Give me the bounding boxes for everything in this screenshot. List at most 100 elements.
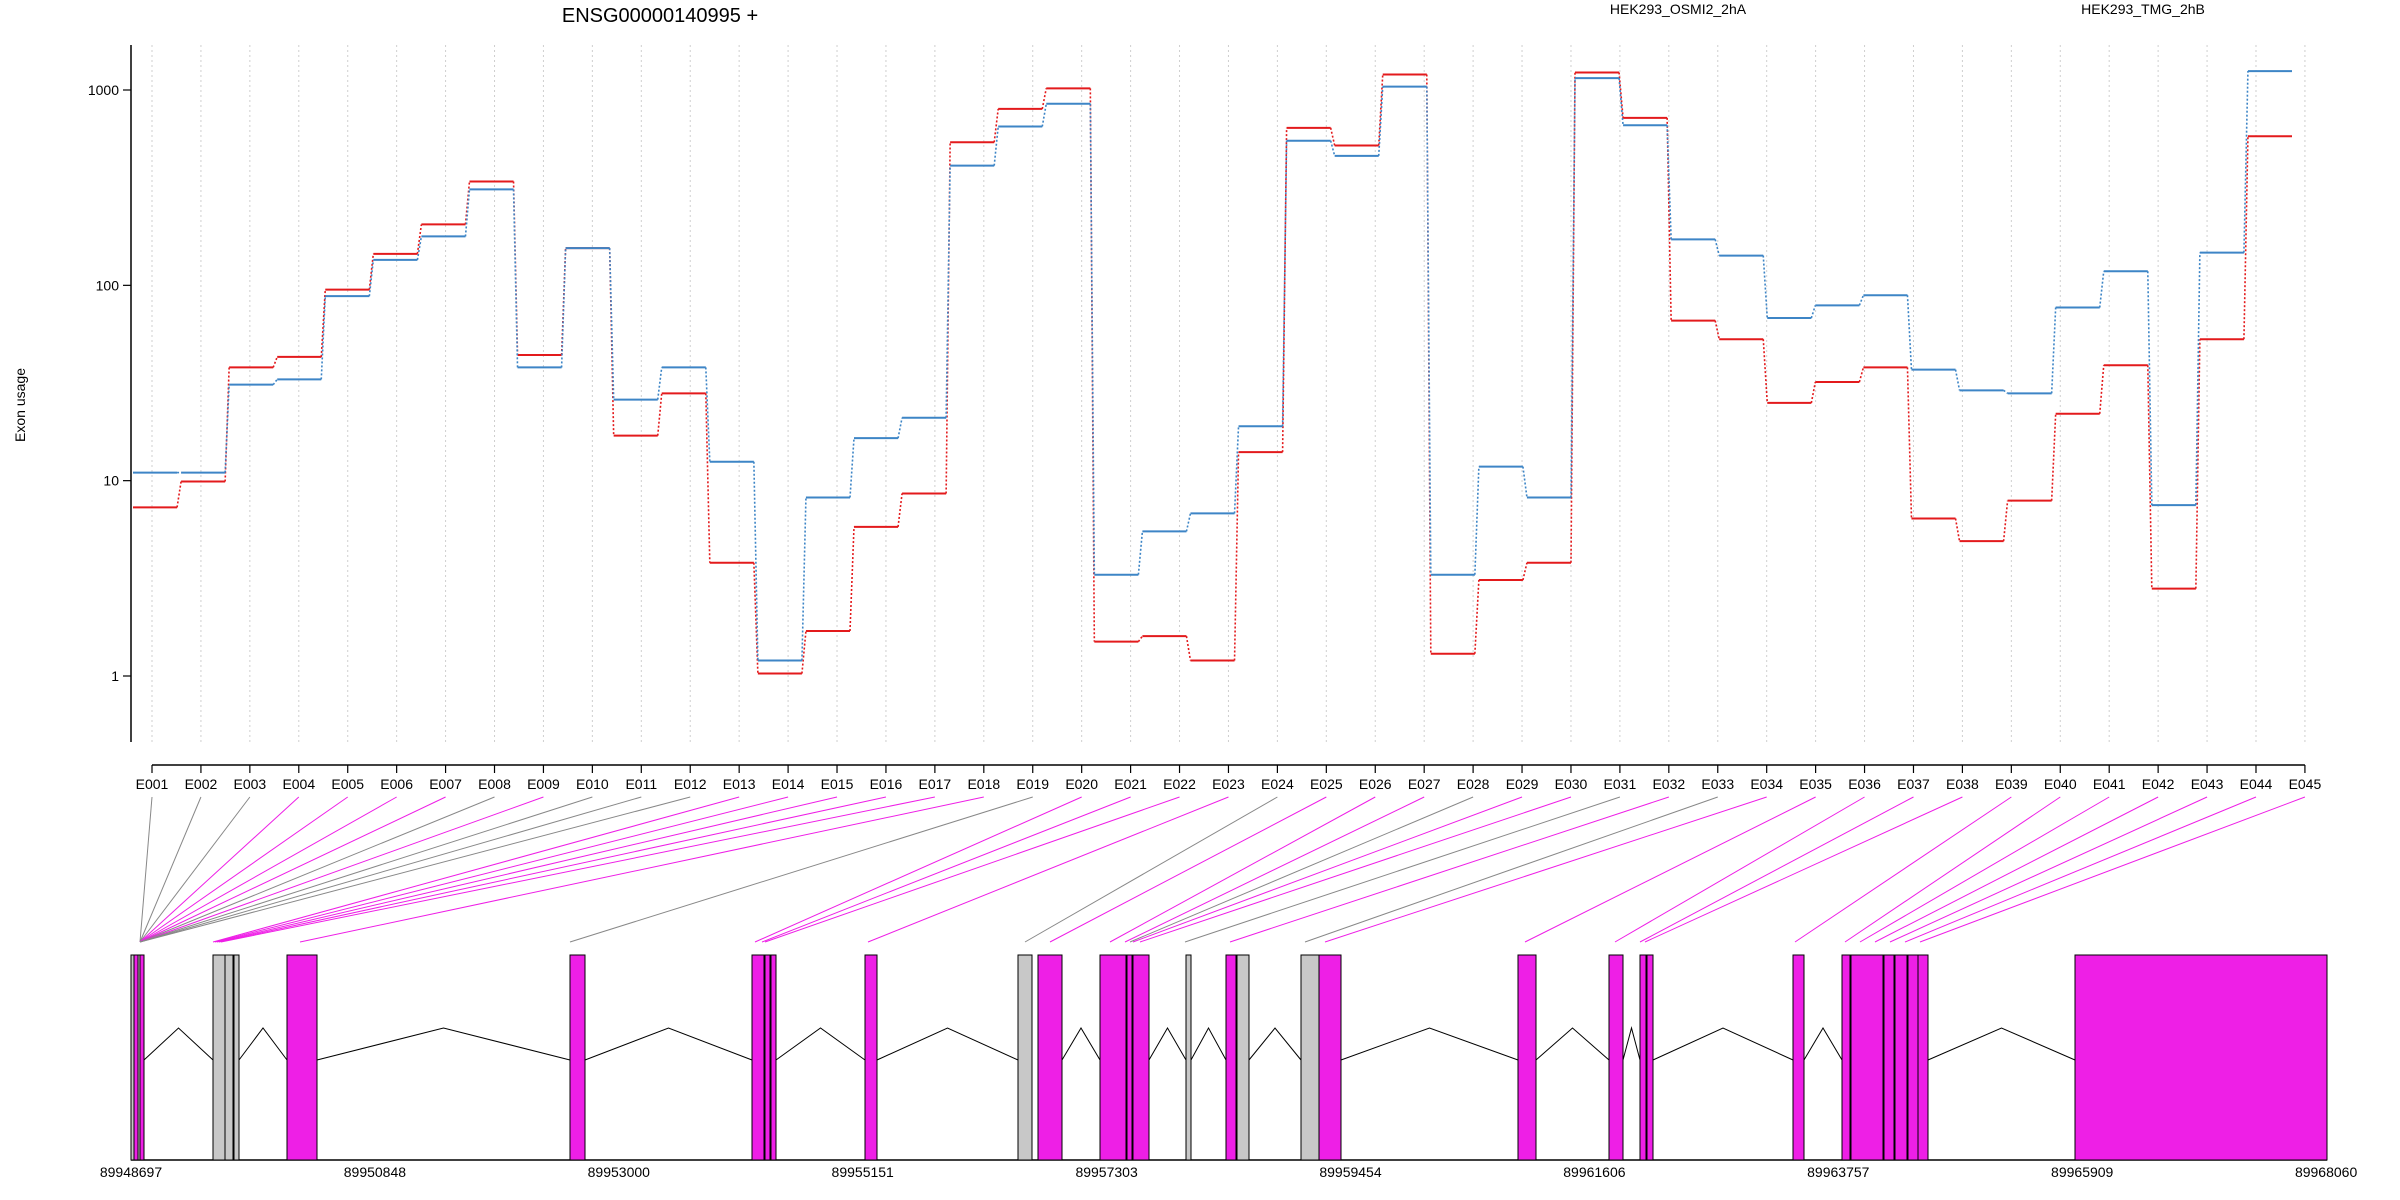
exon-box <box>569 954 586 1161</box>
series-1-riser <box>1810 305 1817 319</box>
series-0-riser <box>272 356 278 368</box>
exon-box <box>1236 954 1250 1161</box>
x-tick-label: E028 <box>1457 776 1490 792</box>
series-1-riser <box>272 378 278 386</box>
intron-line <box>1927 1027 2076 1061</box>
exon-connector <box>1639 796 1914 943</box>
x-tick-label: E015 <box>821 776 854 792</box>
coordinate-label: 89948697 <box>100 1164 163 1180</box>
exon-box <box>1917 954 1929 1161</box>
series-1-riser <box>656 367 663 400</box>
exon-box <box>1126 954 1133 1161</box>
exon-box <box>1894 954 1908 1161</box>
x-tick-label: E041 <box>2093 776 2126 792</box>
exon-connector <box>212 796 740 943</box>
series-1-riser <box>1281 140 1288 427</box>
series-1-riser <box>1426 86 1432 575</box>
x-tick-label: E038 <box>1946 776 1979 792</box>
series-1-riser <box>1858 294 1865 306</box>
series-1-riser <box>2003 389 2009 394</box>
series-1-riser <box>2147 271 2153 506</box>
series-1-riser <box>801 497 807 661</box>
x-tick-label: E035 <box>1799 776 1832 792</box>
exon-connector-lines <box>139 796 2306 943</box>
exon-connector <box>214 796 789 943</box>
exon-connector <box>139 796 153 943</box>
series-1-riser <box>1089 103 1096 575</box>
exon-box <box>212 954 226 1161</box>
x-tick-label: E029 <box>1506 776 1539 792</box>
x-tick-label: E020 <box>1065 776 1098 792</box>
series-0-riser <box>897 493 903 527</box>
x-tick-label: E021 <box>1114 776 1147 792</box>
x-tick-label: E034 <box>1750 776 1783 792</box>
exon-box <box>2074 954 2328 1161</box>
legend-entry-tmg: HEK293_TMG_2hB <box>2081 1 2205 17</box>
series-1-riser <box>897 417 903 439</box>
exon-box <box>751 954 765 1161</box>
exon-box <box>864 954 878 1161</box>
series-1-riser <box>1185 513 1192 532</box>
series-1-riser <box>849 438 855 498</box>
series-1-riser <box>1137 531 1144 575</box>
coordinate-label: 89959454 <box>1319 1164 1382 1180</box>
intron-line <box>775 1027 866 1061</box>
x-tick-label: E023 <box>1212 776 1245 792</box>
series-1-riser <box>320 296 327 380</box>
series-0-riser <box>656 393 663 436</box>
x-tick-label: E025 <box>1310 776 1343 792</box>
series-1-riser <box>1329 140 1336 157</box>
exon-box <box>139 954 145 1161</box>
series-0-riser <box>945 142 951 494</box>
exon-box <box>1517 954 1537 1161</box>
series-0-riser <box>1137 635 1144 643</box>
y-tick-label: 10 <box>103 473 119 489</box>
series-0-riser <box>2147 365 2153 589</box>
x-tick-label: E042 <box>2142 776 2175 792</box>
exon-box <box>233 954 240 1161</box>
coordinate-label: 89953000 <box>588 1164 651 1180</box>
exon-box <box>1318 954 1342 1161</box>
exon-connector <box>1124 796 1425 943</box>
exon-connector <box>1524 796 1816 943</box>
x-tick-label: E016 <box>870 776 903 792</box>
exon-connector <box>1184 796 1621 943</box>
series-1-riser <box>224 384 230 473</box>
gene-model: 89948697 89950848 89953000 89955151 89957303… <box>100 954 2357 1180</box>
x-tick-label: E033 <box>1701 776 1734 792</box>
coordinate-label: 89963757 <box>1807 1164 1870 1180</box>
exon-box <box>286 954 318 1161</box>
series-1-riser <box>560 248 567 368</box>
series-1-riser <box>1233 426 1240 514</box>
series-0-riser <box>1474 579 1480 654</box>
exon-connector <box>139 796 300 943</box>
intron-line <box>1061 1027 1101 1061</box>
series-0-riser <box>801 630 807 674</box>
exon-connector <box>761 796 1131 943</box>
x-tick-label: E008 <box>478 776 511 792</box>
x-tick-label: E032 <box>1652 776 1685 792</box>
intron-line <box>1652 1027 1794 1061</box>
intron-line <box>316 1027 571 1061</box>
x-tick-label: E012 <box>674 776 707 792</box>
coordinate-label: 89965909 <box>2051 1164 2114 1180</box>
exon-connector <box>1139 796 1572 943</box>
exon-box <box>764 954 771 1161</box>
intron-line <box>1190 1026 1227 1061</box>
exon-box <box>1300 954 1320 1161</box>
series-1-riser <box>1906 295 1913 370</box>
axes: 1 10 100 1000 E001 E002 E003 E004 E005 E006 E007 E0… <box>88 45 2321 792</box>
intron-line <box>1622 1026 1641 1061</box>
series-0-riser <box>2098 365 2105 414</box>
exon-connector <box>1794 796 2012 943</box>
exon-connector <box>139 796 495 943</box>
exon-connector <box>1049 796 1327 943</box>
series-0-riser <box>849 526 855 632</box>
gridlines <box>151 45 2306 742</box>
exon-connector <box>216 796 838 943</box>
chart-title: ENSG00000140995 + <box>562 5 758 27</box>
exon-box <box>133 954 139 1161</box>
exon-connector <box>299 796 984 943</box>
exon-box <box>1639 954 1647 1161</box>
series-0-riser <box>416 224 423 254</box>
